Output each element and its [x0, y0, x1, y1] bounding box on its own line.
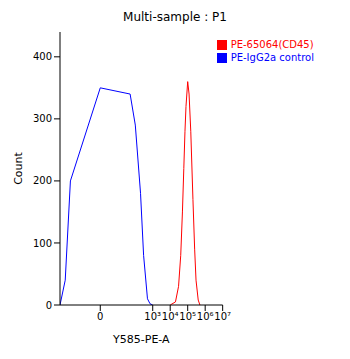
html-text:PE-65064(CD45): PE-65064(CD45) — [230, 39, 314, 50]
svg-text:400: 400 — [33, 51, 52, 62]
svg-text:100: 100 — [33, 238, 52, 249]
html-text:PE-IgG2a control: PE-IgG2a control — [230, 52, 314, 63]
html-text:Multi-sample : P1: Multi-sample : P1 — [123, 10, 227, 24]
svg-text:10⁷: 10⁷ — [214, 311, 231, 322]
svg-text:Count: Count — [12, 151, 25, 184]
svg-text:10³: 10³ — [144, 311, 161, 322]
svg-text:0: 0 — [46, 300, 52, 311]
svg-text:200: 200 — [33, 175, 52, 186]
svg-text:0: 0 — [97, 311, 103, 322]
svg-text:10⁵: 10⁵ — [179, 311, 196, 322]
svg-text:300: 300 — [33, 113, 52, 124]
svg-text:10⁶: 10⁶ — [197, 311, 214, 322]
svg-text:10⁴: 10⁴ — [162, 311, 179, 322]
svg-text:Y585-PE-A: Y585-PE-A — [112, 333, 170, 346]
